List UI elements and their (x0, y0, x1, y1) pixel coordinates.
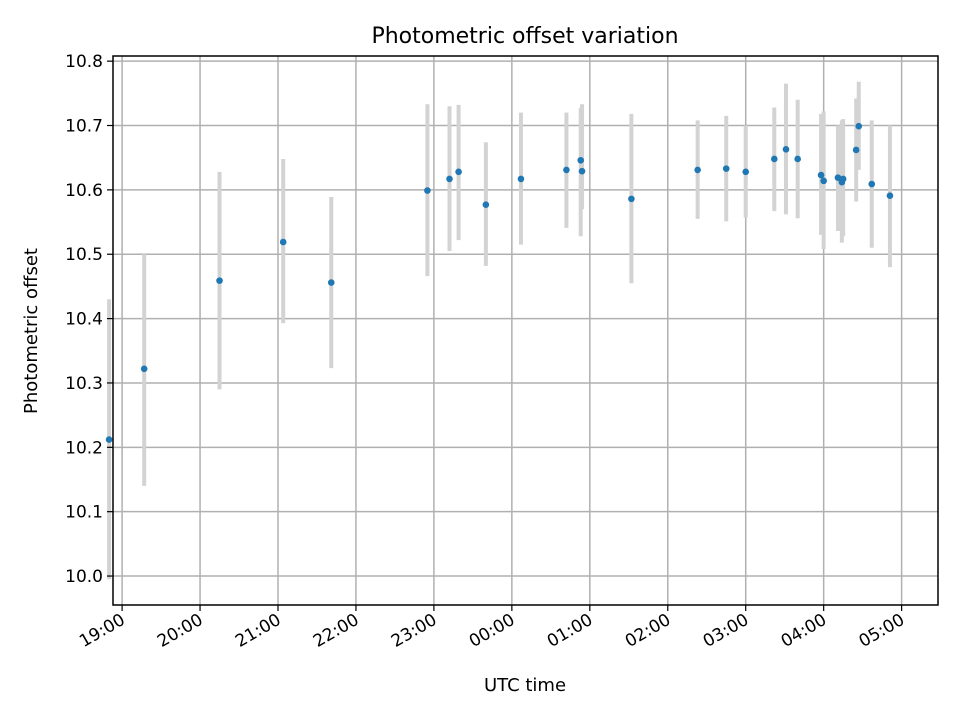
y-axis-label: Photometric offset (21, 248, 42, 414)
data-point (852, 146, 860, 154)
y-tick-label: 10.3 (65, 374, 103, 394)
y-tick-label: 10.8 (65, 52, 103, 72)
x-tick-label: 03:00 (700, 610, 752, 652)
x-tick-label: 01:00 (544, 610, 596, 652)
data-point (868, 180, 876, 188)
data-point (722, 165, 730, 172)
data-point (577, 156, 585, 164)
x-tick-label: 02:00 (622, 610, 674, 652)
ticks: 10.0 10.1 10.2 10.3 10.4 10.5 10.6 10.7 10.8 19:0… (65, 52, 908, 652)
data-point (855, 122, 863, 130)
data-point (742, 168, 750, 176)
data-point (578, 167, 586, 175)
data-point (839, 175, 847, 183)
data-point (563, 166, 570, 174)
x-tick-label: 00:00 (466, 610, 518, 652)
y-tick-label: 10.2 (65, 438, 103, 458)
data-points (105, 122, 894, 443)
data-point (105, 436, 113, 443)
data-point (424, 187, 431, 194)
data-point (770, 155, 778, 163)
data-point (279, 238, 287, 246)
data-point (628, 195, 635, 203)
x-tick-label: 20:00 (154, 610, 206, 652)
x-tick-label: 22:00 (310, 610, 362, 652)
x-tick-label: 19:00 (76, 610, 128, 652)
chart-title: Photometric offset variation (371, 24, 678, 49)
data-point (216, 277, 223, 284)
y-tick-label: 10.7 (65, 117, 103, 137)
data-point (820, 177, 827, 185)
data-point (482, 201, 490, 208)
y-tick-label: 10.1 (65, 503, 103, 523)
y-tick-label: 10.6 (65, 181, 103, 201)
data-point (327, 279, 335, 286)
y-tick-label: 10.5 (65, 245, 103, 265)
plot-frame (112, 55, 939, 606)
data-point (886, 192, 894, 199)
y-tick-label: 10.4 (65, 310, 103, 330)
data-point (782, 146, 790, 153)
data-point (517, 175, 525, 183)
data-point (455, 168, 462, 176)
x-tick-label: 23:00 (388, 610, 440, 652)
y-tick-label: 10.0 (65, 567, 103, 587)
x-tick-label: 05:00 (856, 610, 908, 652)
data-point (694, 166, 701, 174)
x-axis-label: UTC time (484, 675, 566, 696)
x-tick-label: 21:00 (232, 610, 284, 652)
data-point (834, 174, 842, 181)
data-point (817, 171, 825, 179)
grid (113, 56, 938, 605)
x-tick-label: 04:00 (778, 610, 830, 652)
data-point (446, 175, 453, 183)
data-point (794, 155, 801, 163)
data-point (140, 365, 148, 373)
